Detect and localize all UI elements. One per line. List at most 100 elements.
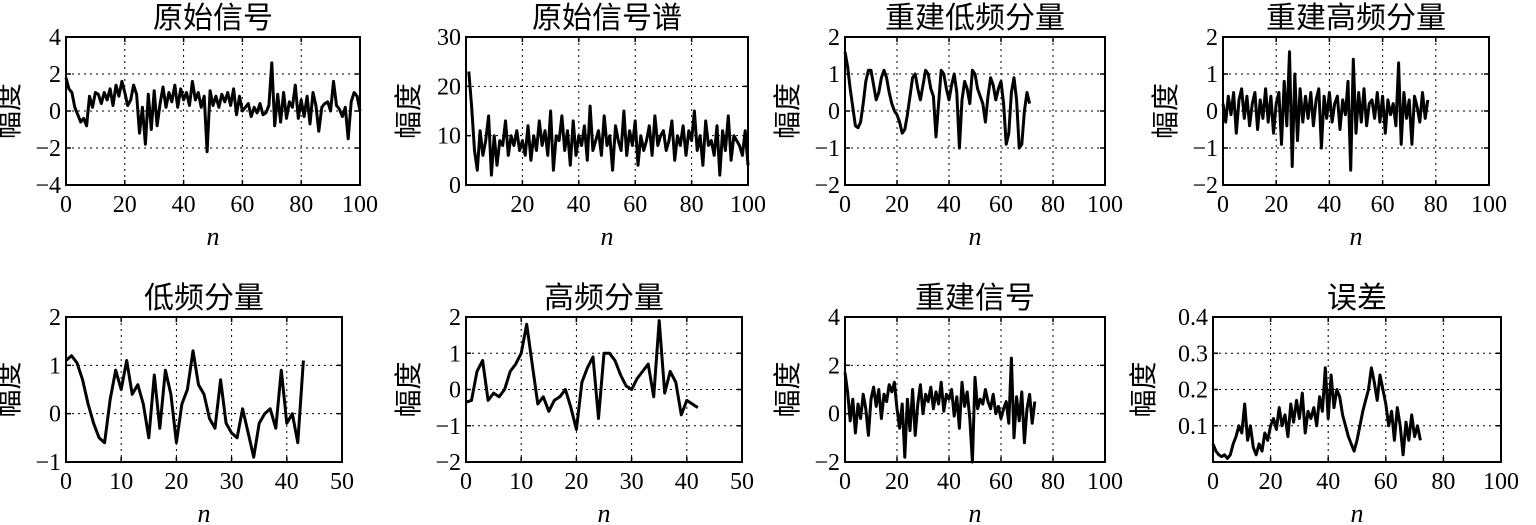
plot-frame	[844, 316, 1106, 463]
y-tick-label: 0	[449, 378, 461, 404]
y-tick-label: −1	[814, 136, 840, 162]
x-tick-label: 80	[1431, 469, 1455, 495]
x-axis-label: n	[601, 222, 614, 251]
y-tick-label: −2	[35, 136, 61, 162]
y-tick-label: 1	[49, 353, 61, 379]
x-tick-label: 20	[113, 192, 137, 218]
chart-title: 低频分量	[144, 282, 264, 315]
x-tick-label: 50	[730, 469, 754, 495]
x-tick-label: 60	[989, 469, 1013, 495]
subplot-3: 0 20 40 60 80 100 2 1 0 −1 −2 重建低频分量 n 幅度	[772, 2, 1123, 251]
series-line	[465, 319, 699, 431]
chart-title: 原始信号谱	[532, 2, 682, 35]
y-axis-label: 幅度	[393, 361, 425, 417]
x-tick-label: 60	[1371, 192, 1395, 218]
x-axis-label: n	[598, 499, 611, 525]
x-tick-label: 0	[1207, 469, 1219, 495]
x-tick-label: 0	[60, 192, 72, 218]
y-tick-label: 20	[437, 74, 461, 100]
x-tick-label: 50	[330, 469, 354, 495]
y-axis-label: 幅度	[1128, 361, 1160, 417]
y-tick-label: 0.4	[1178, 305, 1208, 331]
x-tick-label: 20	[885, 192, 909, 218]
x-tick-label: 40	[275, 469, 299, 495]
x-tick-label: 0	[1217, 192, 1229, 218]
y-tick-label: 2	[49, 305, 61, 331]
y-tick-label: −2	[435, 450, 461, 476]
x-axis-label: n	[207, 222, 220, 251]
x-tick-label: 40	[1317, 192, 1341, 218]
x-tick-label: 40	[675, 469, 699, 495]
y-tick-label: 0	[1206, 99, 1218, 125]
y-tick-label: 1	[828, 62, 840, 88]
y-axis-label: 幅度	[772, 83, 804, 139]
y-tick-label: 4	[828, 305, 840, 331]
x-tick-label: 60	[230, 192, 254, 218]
x-tick-label: 80	[1041, 469, 1065, 495]
y-tick-label: −2	[814, 450, 840, 476]
y-tick-label: −1	[435, 414, 461, 440]
plot-frame	[465, 36, 749, 186]
y-tick-label: 2	[449, 305, 461, 331]
y-tick-label: −1	[35, 450, 61, 476]
x-tick-label: 20	[564, 469, 588, 495]
y-tick-label: −2	[1192, 173, 1218, 199]
y-tick-label: 2	[828, 25, 840, 51]
series-line	[1221, 50, 1430, 172]
x-tick-label: 0	[839, 192, 851, 218]
x-axis-label: n	[198, 499, 211, 525]
x-tick-label: 30	[620, 469, 644, 495]
y-axis-label: 幅度	[0, 83, 25, 139]
chart-title: 误差	[1327, 282, 1387, 315]
x-tick-label: 60	[623, 192, 647, 218]
x-tick-label: 100	[730, 192, 766, 218]
plot-frame	[65, 316, 343, 463]
chart-title: 重建高频分量	[1266, 2, 1446, 35]
chart-title: 高频分量	[544, 282, 664, 315]
x-tick-label: 20	[1264, 192, 1288, 218]
x-tick-label: 100	[1087, 469, 1123, 495]
x-tick-label: 20	[1259, 469, 1283, 495]
y-tick-label: 2	[49, 62, 61, 88]
x-tick-label: 40	[172, 192, 196, 218]
series-line	[64, 61, 362, 154]
y-tick-label: 2	[1206, 25, 1218, 51]
x-tick-label: 80	[289, 192, 313, 218]
y-tick-label: −1	[1192, 136, 1218, 162]
series-line	[843, 356, 1037, 464]
x-tick-label: 10	[509, 469, 533, 495]
x-tick-label: 20	[510, 192, 534, 218]
y-tick-label: 0.2	[1178, 378, 1208, 404]
y-tick-label: 0	[449, 173, 461, 199]
x-tick-label: 60	[989, 192, 1013, 218]
x-tick-label: 60	[1374, 469, 1398, 495]
subplot-4: 0 20 40 60 80 100 2 1 0 −1 −2 重建高频分量 n 幅度	[1150, 2, 1507, 251]
y-axis-label: 幅度	[772, 361, 804, 417]
x-axis-label: n	[1351, 499, 1364, 525]
plot-frame	[844, 36, 1106, 186]
y-axis-label: 幅度	[1150, 83, 1182, 139]
y-tick-label: 0.1	[1178, 414, 1208, 440]
y-tick-label: 0	[49, 402, 61, 428]
x-tick-label: 10	[109, 469, 133, 495]
y-tick-label: 0	[828, 402, 840, 428]
x-tick-label: 80	[1041, 192, 1065, 218]
y-tick-label: 4	[49, 25, 61, 51]
y-tick-label: −4	[35, 173, 61, 199]
chart-title: 重建低频分量	[885, 2, 1065, 35]
y-tick-label: 1	[1206, 62, 1218, 88]
x-tick-label: 100	[1483, 469, 1519, 495]
x-tick-label: 100	[342, 192, 378, 218]
series-line	[843, 51, 1032, 150]
y-tick-label: 0	[828, 99, 840, 125]
chart-title: 原始信号	[153, 2, 273, 35]
y-tick-label: 10	[437, 124, 461, 150]
series-line	[1211, 366, 1422, 460]
y-tick-label: −2	[814, 173, 840, 199]
x-tick-label: 0	[460, 469, 472, 495]
x-tick-label: 0	[839, 469, 851, 495]
